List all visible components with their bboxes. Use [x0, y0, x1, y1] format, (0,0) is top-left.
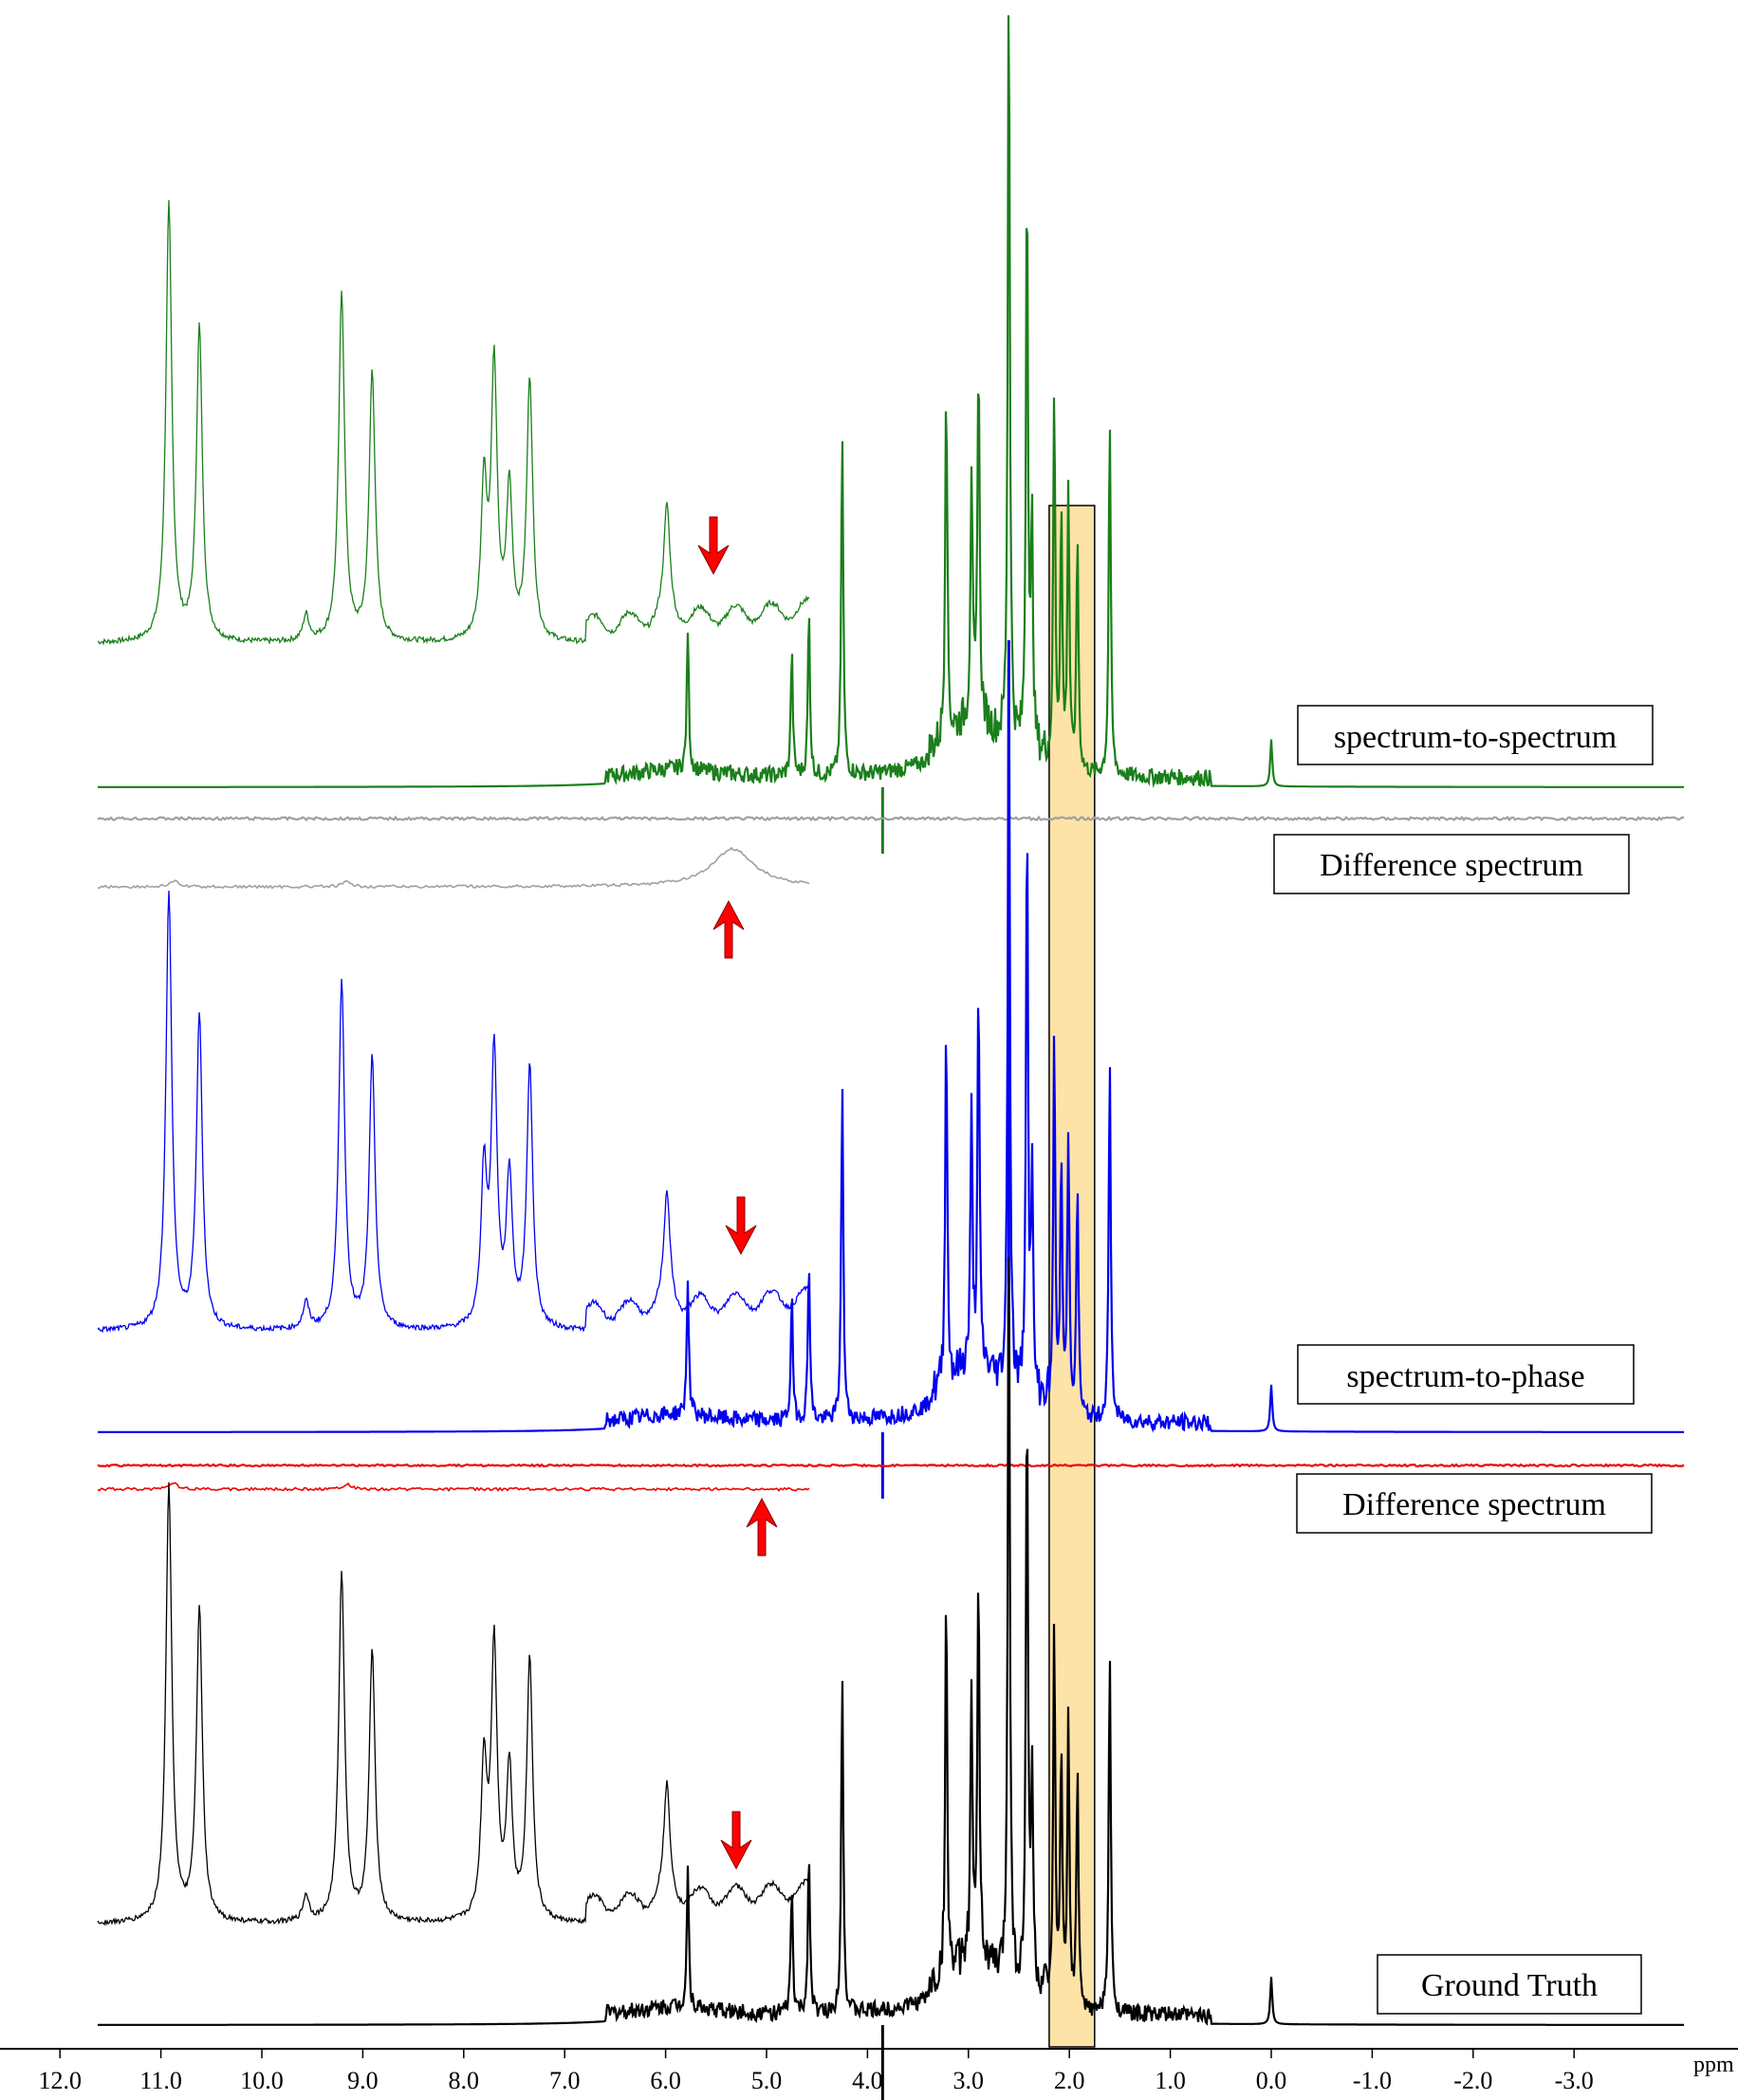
x-tick-label: -3.0 [1555, 2067, 1594, 2094]
label-box-ground-truth: Ground Truth [1377, 1954, 1642, 2015]
x-tick-label: 10.0 [240, 2067, 284, 2094]
x-tick-label: -2.0 [1453, 2067, 1492, 2094]
label-box-spectrum-to-spectrum: spectrum-to-spectrum [1297, 705, 1654, 765]
x-tick-label: 6.0 [650, 2067, 681, 2094]
series-spectrum-to-spectrum [98, 15, 1684, 788]
label-box-difference-2: Difference spectrum [1296, 1473, 1653, 1534]
series-ground-truth-inset [97, 1482, 809, 1926]
red-arrow-down [697, 516, 730, 576]
x-tick-label: 12.0 [38, 2067, 82, 2094]
series-label: spectrum-to-spectrum [1334, 720, 1617, 755]
x-tick-label: 4.0 [852, 2067, 883, 2094]
spectrum-traces [97, 15, 1685, 2100]
red-arrow-up [746, 1497, 778, 1557]
series-difference-2 [97, 1463, 1685, 1468]
x-tick-label: 2.0 [1054, 2067, 1085, 2094]
series-difference-1-inset [97, 846, 810, 890]
series-difference-2-inset [97, 1482, 810, 1492]
x-tick-label: 7.0 [549, 2067, 581, 2094]
x-tick-label: 1.0 [1155, 2067, 1186, 2094]
series-difference-1 [97, 815, 1685, 822]
x-tick-label: 5.0 [751, 2067, 783, 2094]
series-spectrum-to-phase-inset [97, 890, 810, 1334]
series-label: spectrum-to-phase [1346, 1359, 1584, 1394]
series-label: Difference spectrum [1342, 1487, 1606, 1522]
series-spectrum-to-phase [98, 667, 1684, 1433]
x-tick-label: 9.0 [347, 2067, 379, 2094]
x-axis-ticks: 12.0 11.0 10.0 9.0 8.0 7.0 6.0 5.0 4.0 3.0 2.0 1.0 0… [38, 2049, 1594, 2094]
series-ground-truth [98, 1257, 1684, 2026]
x-tick-label: 11.0 [139, 2067, 182, 2094]
x-tick-label: 0.0 [1256, 2067, 1287, 2094]
x-tick-label: 3.0 [953, 2067, 985, 2094]
annotation-arrows [697, 516, 778, 1870]
series-label: Difference spectrum [1320, 848, 1583, 883]
label-box-spectrum-to-phase: spectrum-to-phase [1297, 1344, 1635, 1405]
x-axis-label: ppm [1693, 2053, 1734, 2077]
x-tick-label: 8.0 [449, 2067, 480, 2094]
label-box-difference-1: Difference spectrum [1273, 834, 1630, 894]
series-spectrum-to-spectrum-inset [97, 199, 810, 646]
red-arrow-up [712, 899, 745, 959]
red-arrow-down [725, 1196, 757, 1256]
x-tick-label: -1.0 [1353, 2067, 1392, 2094]
red-arrow-down [720, 1811, 752, 1870]
series-label: Ground Truth [1421, 1968, 1598, 2003]
